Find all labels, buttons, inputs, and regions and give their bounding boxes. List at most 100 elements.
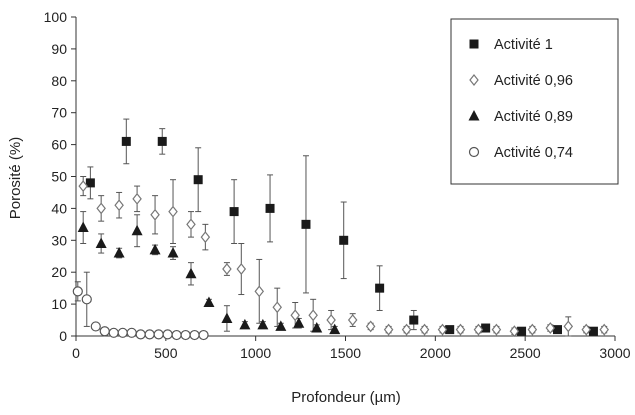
data-marks (72, 136, 609, 341)
data-point-square (375, 283, 385, 293)
data-point-triangle (77, 221, 89, 233)
data-point-triangle (185, 267, 197, 279)
data-point-diamond (401, 323, 412, 336)
data-point-diamond (308, 309, 318, 322)
data-point-triangle (329, 323, 341, 335)
data-point-square (517, 326, 527, 336)
y-tick-label: 0 (59, 328, 67, 344)
data-point-circle (153, 329, 164, 340)
y-tick-label: 20 (51, 264, 67, 280)
data-point-diamond (383, 323, 394, 336)
data-point-diamond (254, 285, 265, 298)
data-point-triangle (149, 243, 161, 255)
legend-box (450, 18, 619, 185)
data-point-circle (81, 294, 92, 305)
data-point-diamond (599, 323, 609, 336)
y-tick-label: 10 (51, 296, 67, 312)
data-point-circle (144, 329, 155, 340)
y-tick-label: 60 (51, 137, 67, 153)
data-point-diamond (473, 323, 484, 336)
data-point-square (85, 178, 95, 188)
y-axis-title: Porosité (%) (7, 137, 24, 220)
data-point-circle (99, 326, 110, 337)
data-point-square (157, 136, 167, 146)
legend-label: Activité 0,96 (494, 73, 573, 89)
y-tick-label: 90 (51, 41, 67, 57)
data-point-diamond (96, 202, 106, 215)
legend-marker-diamond (469, 74, 479, 86)
data-point-triangle (95, 237, 107, 248)
data-point-circle (108, 327, 119, 338)
data-point-diamond (222, 263, 232, 275)
data-point-triangle (203, 296, 215, 308)
data-point-diamond (272, 301, 282, 314)
data-point-square (553, 325, 563, 335)
legend-label: Activité 0,74 (494, 145, 573, 161)
data-point-diamond (347, 314, 358, 327)
x-tick-label: 3000 (599, 345, 630, 361)
x-tick-label: 1000 (240, 345, 271, 361)
data-point-triangle (131, 224, 143, 236)
data-point-diamond (419, 323, 430, 336)
data-point-square (229, 207, 239, 217)
data-point-triangle (275, 320, 287, 331)
data-point-diamond (509, 325, 520, 338)
data-point-square (445, 325, 455, 335)
x-tick-label: 2500 (510, 345, 541, 361)
data-point-triangle (239, 318, 251, 330)
data-point-diamond (455, 323, 466, 336)
data-point-square (339, 235, 349, 245)
data-point-circle (117, 327, 128, 338)
data-point-triangle (257, 318, 269, 330)
data-point-diamond (236, 263, 247, 275)
x-tick-label: 0 (72, 345, 80, 361)
data-point-circle (72, 286, 83, 297)
data-point-circle (180, 329, 191, 341)
data-point-diamond (186, 218, 196, 231)
data-point-diamond (168, 205, 178, 218)
x-tick-label: 2000 (420, 345, 451, 361)
y-tick-label: 30 (51, 232, 67, 248)
legend-marker-circle (468, 146, 480, 158)
y-tick-label: 70 (51, 105, 67, 121)
data-point-triangle (113, 247, 125, 258)
x-tick-label: 1500 (330, 345, 361, 361)
data-point-triangle (221, 312, 233, 323)
data-point-circle (189, 329, 200, 341)
data-point-square (265, 203, 275, 213)
data-point-diamond (200, 231, 211, 244)
data-point-diamond (563, 320, 574, 333)
data-point-diamond (132, 192, 142, 205)
data-point-diamond (326, 314, 336, 327)
data-point-triangle (167, 247, 179, 258)
data-point-diamond (437, 323, 448, 336)
data-point-square (409, 315, 419, 325)
data-point-square (121, 136, 131, 146)
data-point-diamond (290, 309, 300, 322)
data-point-circle (162, 329, 173, 340)
data-point-square (588, 326, 598, 336)
x-tick-label: 500 (154, 345, 178, 361)
data-point-diamond (491, 323, 502, 336)
y-tick-label: 80 (51, 73, 67, 89)
data-point-circle (135, 329, 146, 340)
data-point-diamond (527, 323, 538, 336)
data-point-triangle (293, 317, 305, 328)
data-point-diamond (150, 208, 160, 221)
y-tick-label: 100 (44, 9, 68, 25)
data-point-circle (90, 321, 101, 332)
data-point-diamond (581, 323, 592, 336)
data-point-diamond (114, 199, 124, 212)
data-point-square (193, 175, 203, 185)
legend: Activité 1 Activité 0,96 Activité 0,89 Acti… (450, 18, 619, 185)
data-point-square (481, 323, 491, 333)
legend-marker-triangle (468, 110, 480, 121)
legend-label: Activité 1 (494, 37, 553, 53)
data-point-circle (198, 329, 209, 341)
data-point-triangle (311, 322, 323, 333)
data-point-circle (171, 329, 182, 341)
data-point-diamond (78, 180, 88, 193)
